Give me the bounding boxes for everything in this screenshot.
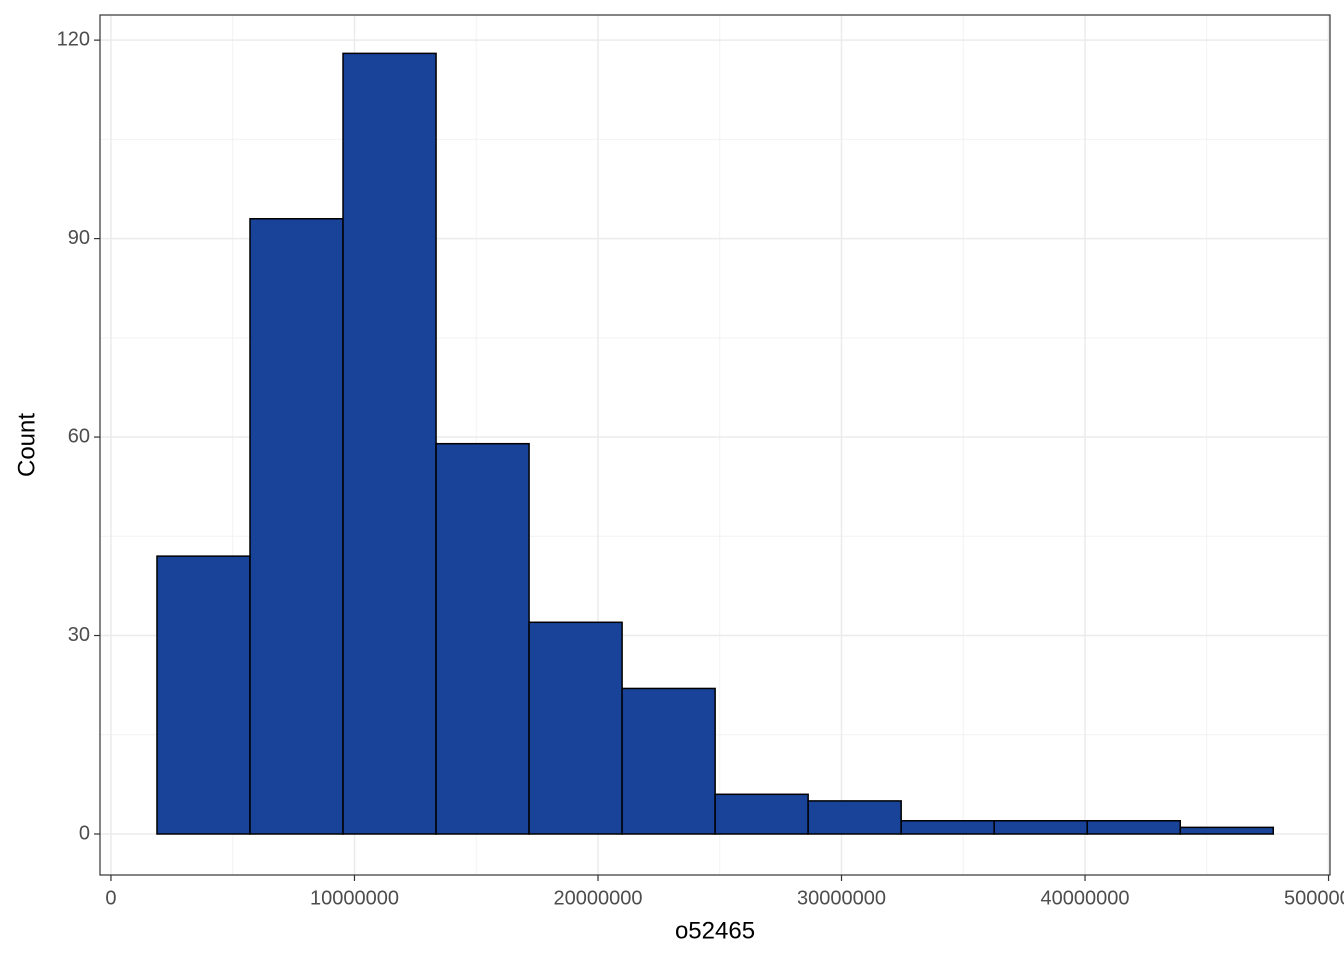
bar: [528, 621, 623, 835]
x-tick-label: 50000000: [1284, 887, 1344, 909]
x-axis-title: o52465: [675, 917, 755, 944]
x-tick-label: 10000000: [310, 887, 399, 909]
bar: [342, 52, 437, 835]
bar: [1086, 820, 1181, 835]
y-tick-label: 60: [68, 425, 90, 447]
y-tick-label: 0: [79, 822, 90, 844]
y-axis-title: Count: [13, 413, 40, 477]
bar: [807, 800, 902, 835]
bar: [993, 820, 1088, 835]
x-tick-label: 40000000: [1041, 887, 1130, 909]
bar: [714, 793, 809, 835]
axes: 0 30 60 90 120 0 10000000 20000000 30000000 40000…: [57, 28, 1344, 909]
panel-border: [99, 14, 1331, 876]
bar: [621, 687, 716, 835]
y-tick-label: 120: [57, 28, 90, 50]
bar: [1179, 826, 1275, 835]
bars: [156, 52, 1275, 835]
bar: [156, 555, 251, 835]
bar: [900, 820, 995, 835]
y-tick-label: 90: [68, 227, 90, 249]
bar: [249, 218, 344, 835]
y-tick-label: 30: [68, 624, 90, 646]
x-tick-label: 30000000: [797, 887, 886, 909]
bar: [435, 442, 530, 835]
x-tick-label: 0: [105, 887, 116, 909]
x-tick-label: 20000000: [553, 887, 642, 909]
